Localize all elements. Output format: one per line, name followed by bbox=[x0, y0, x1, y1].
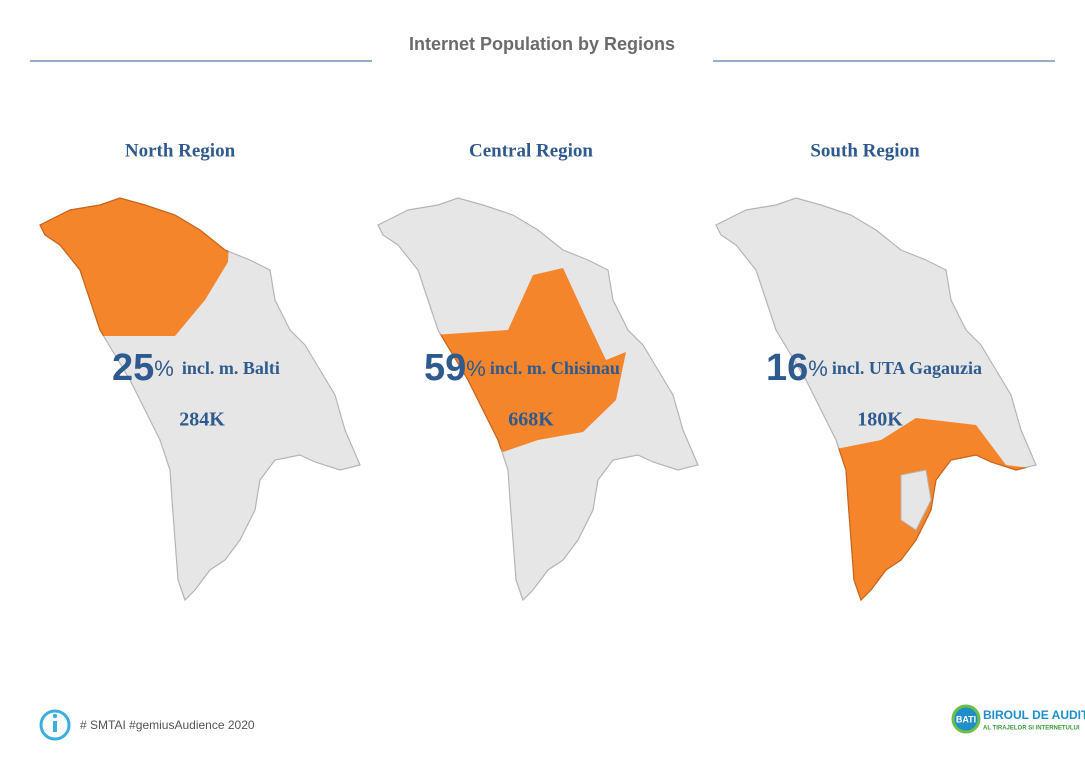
info-icon-dot bbox=[52, 713, 58, 719]
south-map bbox=[715, 197, 1037, 601]
source: # SMTAI #gemiusAudience 2020 bbox=[80, 718, 255, 732]
share: 16 bbox=[766, 347, 808, 389]
share-line: 16% incl. UTA Gagauzia bbox=[766, 347, 982, 389]
share: 59 bbox=[424, 347, 466, 389]
info-icon-bar bbox=[53, 721, 57, 732]
share-unit: % bbox=[808, 356, 828, 381]
title: Internet Population by Regions bbox=[409, 34, 675, 54]
note: incl. m. Chisinau bbox=[490, 358, 620, 378]
central-map bbox=[377, 197, 699, 601]
gagauzia-gap bbox=[900, 469, 932, 531]
logo-mark: BATI bbox=[956, 714, 976, 724]
share-line: 59% incl. m. Chisinau bbox=[424, 347, 620, 389]
logo-subtitle: AL TIRAJELOR SI INTERNETULUI bbox=[983, 726, 1080, 732]
value: 284K bbox=[179, 409, 225, 431]
note: incl. m. Balti bbox=[182, 358, 280, 378]
region-name: South Region bbox=[810, 140, 920, 161]
north-map bbox=[39, 197, 361, 601]
region-name: Central Region bbox=[469, 140, 593, 161]
note: incl. UTA Gagauzia bbox=[832, 358, 982, 378]
share-unit: % bbox=[154, 356, 174, 381]
share-line: 25% incl. m. Balti bbox=[112, 347, 280, 389]
region-name: North Region bbox=[125, 140, 236, 161]
value: 668K bbox=[508, 409, 554, 431]
share-unit: % bbox=[466, 356, 486, 381]
value: 180K bbox=[857, 409, 903, 431]
logo-title: BIROUL DE AUDIT bbox=[983, 708, 1085, 722]
logo-badge bbox=[951, 704, 981, 734]
share: 25 bbox=[112, 347, 154, 389]
